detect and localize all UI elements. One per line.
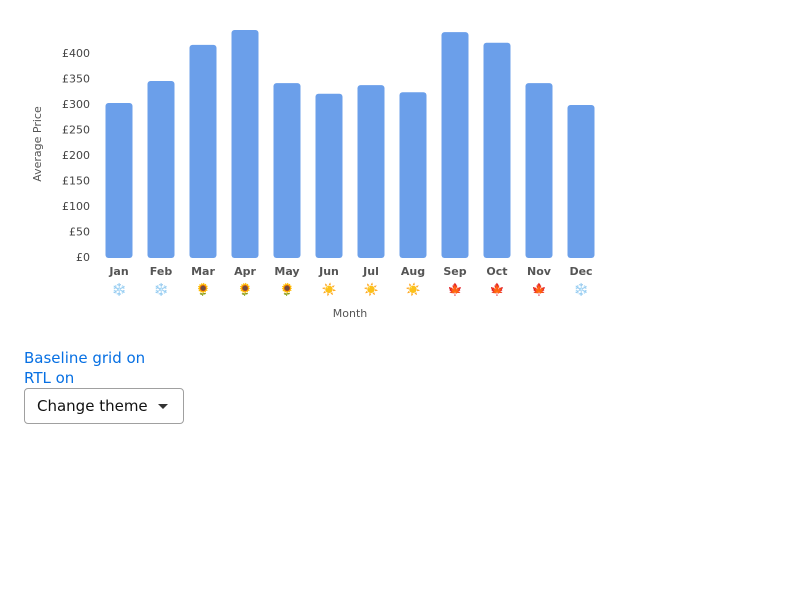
season-icon: 🌻 [280,283,295,297]
x-tick-label: Dec [569,265,592,278]
season-icon: ☀️ [322,282,337,297]
season-icon: ☀️ [406,282,421,297]
season-icon: ☀️ [364,282,379,297]
x-tick-label: Sep [443,265,466,278]
bar [483,42,511,258]
y-tick-label: £350 [62,73,90,86]
bar [231,30,259,259]
caret-icon [158,404,168,409]
bar [189,44,217,258]
y-tick-label: £0 [76,251,90,264]
season-icon: 🌻 [196,283,211,297]
y-axis-title: Average Price [31,106,44,182]
x-tick-label: Aug [401,265,425,278]
y-tick-label: £150 [62,175,90,188]
bar [441,32,469,258]
chart: Average Price Month £0 £50 £100 £150 £200 £25… [31,30,595,320]
season-icon: ❄️ [112,283,127,297]
theme-select-label: Change theme [37,397,148,415]
baseline-grid-toggle[interactable]: Baseline grid on [24,349,146,367]
x-tick-label: May [274,265,299,278]
y-tick-label: £50 [69,226,90,239]
x-axis-title: Month [333,307,368,320]
season-icon: 🌻 [238,283,253,297]
bar [357,85,385,258]
y-tick-label: £400 [62,47,90,60]
bar [525,83,553,258]
x-tick-label: Mar [191,265,215,278]
season-icon: 🍁 [448,283,463,297]
season-icon: ❄️ [154,283,169,297]
y-tick-label: £200 [62,149,90,162]
season-icon: 🍁 [532,283,547,297]
x-tick-label: Jun [318,265,339,278]
season-icon: ❄️ [574,283,589,297]
x-tick-label: Jan [108,265,128,278]
rtl-toggle[interactable]: RTL on [24,369,75,387]
season-icon: 🍁 [490,283,505,297]
x-tick-label: Jul [362,265,379,278]
y-tick-label: £250 [62,124,90,137]
x-tick-label: Oct [486,265,507,278]
bar [315,93,343,258]
bar [399,92,427,258]
x-tick-label: Feb [150,265,173,278]
bar [147,81,175,258]
bar [567,105,595,258]
y-tick-label: £300 [62,98,90,111]
x-tick-label: Nov [527,265,552,278]
bar [273,83,301,258]
theme-select[interactable]: Change theme [24,388,184,424]
x-tick-label: Apr [234,265,256,278]
y-tick-label: £100 [62,200,90,213]
bar [105,102,133,259]
